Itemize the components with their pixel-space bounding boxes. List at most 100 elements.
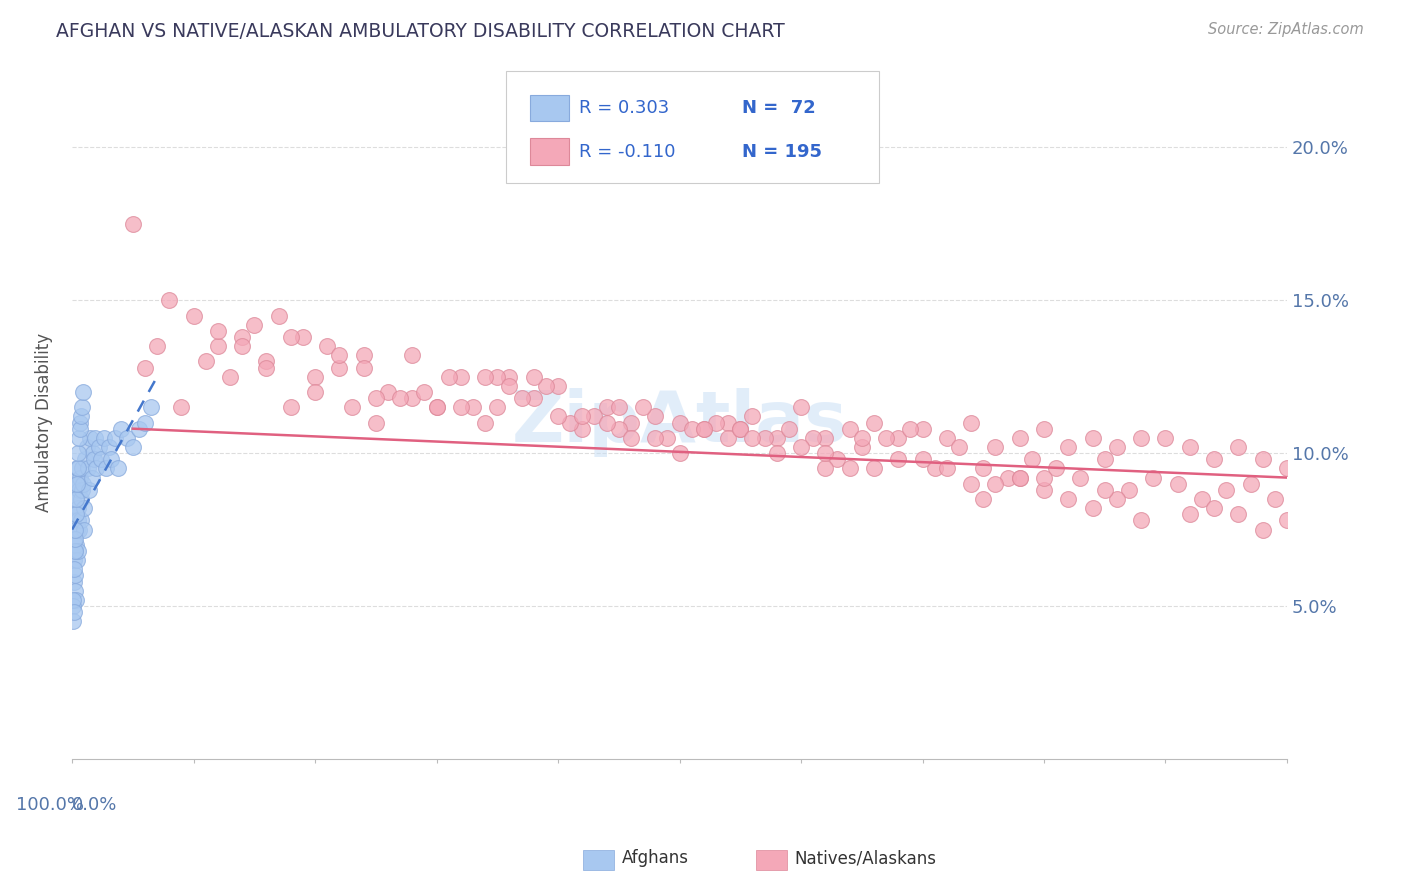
Point (717, 416, 740, 430)
Point (207, 324, 229, 338)
Point (571, 409, 593, 424)
Point (911, 452, 934, 467)
Point (157, 293, 180, 308)
Point (1251, 452, 1274, 467)
Point (67, 523, 90, 537)
Point (231, 330, 253, 344)
Point (838, 461, 860, 475)
Point (353, 360, 375, 375)
Point (607, 401, 630, 415)
Point (62, 592, 84, 607)
Point (1033, 470, 1056, 484)
Point (631, 401, 654, 415)
Point (93, 431, 115, 445)
Point (765, 446, 787, 460)
Point (730, 422, 752, 436)
Point (1081, 501, 1104, 516)
Point (146, 339, 169, 353)
Point (63, 532, 86, 546)
Point (84, 431, 107, 445)
Point (231, 339, 253, 353)
Point (328, 348, 350, 362)
Point (243, 318, 266, 332)
Point (63, 544, 86, 558)
Point (1154, 431, 1177, 445)
Point (595, 401, 617, 415)
Point (66, 461, 89, 475)
Point (1264, 491, 1286, 506)
Point (62, 513, 84, 527)
Point (935, 431, 957, 445)
Point (1008, 431, 1031, 445)
Point (66, 523, 89, 537)
Text: AFGHAN VS NATIVE/ALASKAN AMBULATORY DISABILITY CORRELATION CHART: AFGHAN VS NATIVE/ALASKAN AMBULATORY DISA… (56, 22, 785, 41)
Point (498, 379, 520, 393)
Point (425, 401, 447, 415)
Point (79, 431, 101, 445)
Point (960, 416, 983, 430)
Point (62, 491, 84, 506)
Point (70, 461, 93, 475)
Point (1057, 491, 1080, 506)
Text: ZipAtlas: ZipAtlas (512, 388, 848, 457)
Point (486, 369, 509, 384)
Point (401, 391, 423, 405)
Point (461, 401, 484, 415)
Point (110, 422, 132, 436)
Point (134, 360, 156, 375)
Point (82, 446, 104, 460)
Point (717, 431, 740, 445)
Point (280, 401, 302, 415)
Point (87, 440, 110, 454)
Point (304, 384, 326, 399)
Point (183, 309, 205, 323)
Point (1191, 491, 1213, 506)
Point (65, 523, 87, 537)
Point (595, 416, 617, 430)
Point (887, 452, 910, 467)
Point (984, 476, 1007, 491)
Point (1227, 440, 1250, 454)
Point (875, 431, 897, 445)
Point (194, 354, 217, 368)
Point (1239, 476, 1261, 491)
Text: N = 195: N = 195 (742, 143, 823, 161)
Point (924, 461, 946, 475)
Text: Afghans: Afghans (621, 849, 689, 867)
Point (256, 354, 278, 368)
Point (63, 583, 86, 598)
Point (63, 562, 86, 576)
Point (280, 330, 302, 344)
Point (814, 446, 837, 460)
Point (65, 538, 87, 552)
Point (1118, 483, 1140, 497)
Point (1069, 470, 1091, 484)
Point (972, 461, 994, 475)
Y-axis label: Ambulatory Disability: Ambulatory Disability (35, 333, 53, 512)
Point (827, 452, 849, 467)
Point (450, 401, 472, 415)
Point (474, 369, 496, 384)
Point (851, 440, 873, 454)
Point (790, 401, 813, 415)
Point (1081, 431, 1104, 445)
Point (67, 513, 90, 527)
Point (1057, 440, 1080, 454)
Text: Natives/Alaskans: Natives/Alaskans (794, 849, 936, 867)
Point (607, 422, 630, 436)
Point (340, 401, 363, 415)
Point (72, 476, 94, 491)
Point (353, 348, 375, 362)
Point (72, 384, 94, 399)
Point (63, 574, 86, 589)
Point (1105, 491, 1128, 506)
Point (1130, 431, 1153, 445)
Point (128, 422, 150, 436)
Point (790, 440, 813, 454)
Point (67, 431, 90, 445)
Text: Source: ZipAtlas.com: Source: ZipAtlas.com (1208, 22, 1364, 37)
Point (838, 422, 860, 436)
Point (316, 339, 339, 353)
Point (207, 339, 229, 353)
Point (73, 523, 96, 537)
